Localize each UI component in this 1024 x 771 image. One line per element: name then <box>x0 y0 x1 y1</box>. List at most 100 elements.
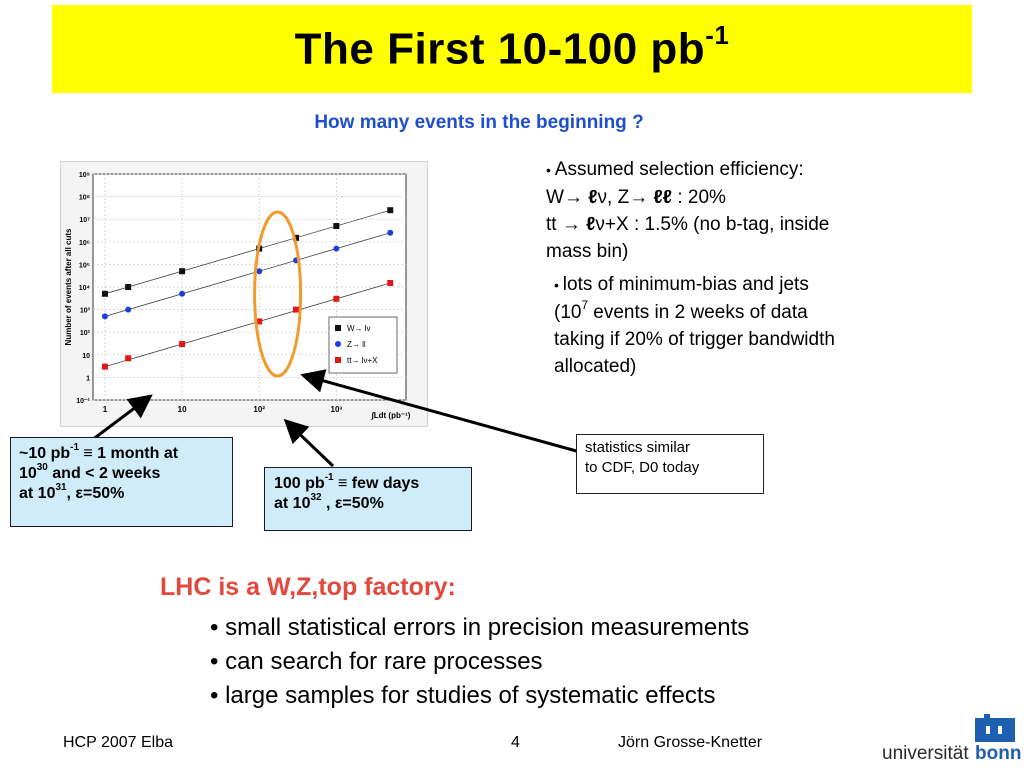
logo-text-a: universität <box>882 743 969 764</box>
title-text: The First 10-100 pb <box>294 24 706 74</box>
chart-legend: W→ lν Z→ ll tt→ lν+X <box>328 316 398 374</box>
callout-10pb-l2b: and < 2 weeks <box>47 465 161 482</box>
callout-10pb: ~10 pb-1 ≡ 1 month at 1030 and < 2 weeks… <box>10 437 233 527</box>
chart-svg: 10⁻¹ 1 10 10² 10³ 10⁴ 10⁵ 10⁶ 10⁷ 10⁸ 10⁹ 1 10 10² 10³… <box>61 162 427 426</box>
callout-10pb-l1b: ≡ 1 month at <box>78 445 179 462</box>
bullet-minbias-line3: taking if 20% of trigger bandwidth <box>554 329 835 350</box>
fit-line <box>103 231 393 318</box>
data-point <box>125 306 132 313</box>
right-bullets: • Assumed selection efficiency: W→ ℓν, Z… <box>546 156 926 380</box>
callout-100pb-l2b: , ε=50% <box>321 495 384 512</box>
data-point <box>387 280 394 287</box>
title-banner: The First 10-100 pb-1 <box>52 5 972 93</box>
footer-author: Jörn Grosse-Knetter <box>618 734 763 751</box>
callout-10pb-l3b: , ε=50% <box>66 485 125 502</box>
callout-statistics-l2: to CDF, D0 today <box>585 459 700 476</box>
bullet-efficiency-tt: tt <box>546 214 557 235</box>
bullet-efficiency-z: , Z <box>607 187 630 208</box>
bullet-minbias-sup: 7 <box>581 298 589 312</box>
y-axis-label: Number of events after all cuts <box>64 228 73 345</box>
callout-100pb-sup2: 32 <box>310 491 322 503</box>
data-point <box>256 318 263 325</box>
legend-label: W→ lν <box>347 324 371 333</box>
footer-event: HCP 2007 Elba <box>63 734 173 751</box>
bullet-efficiency: • Assumed selection efficiency: W→ ℓν, Z… <box>546 156 926 265</box>
fit-line <box>103 209 393 295</box>
lhc-item-text: small statistical errors in precision me… <box>225 614 750 641</box>
arrow-left <box>91 394 153 442</box>
data-point <box>101 313 108 320</box>
y-tick-label: 10⁴ <box>79 285 91 292</box>
callout-100pb-sup1: -1 <box>324 471 334 483</box>
lhc-item: • small statistical errors in precision … <box>210 614 750 641</box>
bullet-efficiency-wz-eff: : 20% <box>672 187 726 208</box>
bullet-minbias: • lots of minimum-bias and jets (107 eve… <box>554 271 926 380</box>
bullet-minbias-line2a: (10 <box>554 302 582 323</box>
legend-marker <box>335 357 341 363</box>
data-point <box>387 207 394 214</box>
legend-marker <box>335 341 341 347</box>
y-tick-label: 1 <box>86 375 90 382</box>
lhc-heading: LHC is a W,Z,top factory: <box>160 573 456 601</box>
data-point <box>101 363 108 370</box>
fit-line <box>103 282 393 368</box>
bullet-minbias-line1: lots of minimum-bias and jets <box>562 274 809 295</box>
x-tick-label: 1 <box>103 405 108 414</box>
callout-10pb-l3a: at 10 <box>19 485 56 502</box>
legend-label: Z→ ll <box>347 340 366 349</box>
bullet-efficiency-line4: mass bin) <box>546 241 629 262</box>
bonn-logo-svg: universität bonn <box>882 712 1021 764</box>
y-tick-label: 10⁷ <box>79 217 90 224</box>
y-tick-label: 10⁹ <box>79 172 90 179</box>
callout-statistics-l1: statistics similar <box>585 439 691 456</box>
footer-page-number: 4 <box>511 734 520 751</box>
events-chart: 10⁻¹ 1 10 10² 10³ 10⁴ 10⁵ 10⁶ 10⁷ 10⁸ 10⁹ 1 10 10² 10³… <box>60 161 428 427</box>
lhc-item-text: large samples for studies of systematic … <box>225 682 716 709</box>
y-tick-label: 10⁸ <box>79 195 90 202</box>
x-axis-label: ∫Ldt (pb⁻¹) <box>371 411 411 420</box>
lhc-item: • large samples for studies of systemati… <box>210 682 716 709</box>
data-point <box>179 341 186 348</box>
legend-marker <box>335 325 341 331</box>
x-tick-label: 10 <box>178 405 187 414</box>
callout-100pb-l1a: 100 pb <box>274 475 325 492</box>
y-tick-label: 10² <box>80 330 91 337</box>
callout-10pb-sup2: 30 <box>36 461 48 473</box>
callout-10pb-l2a: 10 <box>19 465 37 482</box>
lhc-list: • small statistical errors in precision … <box>210 611 749 713</box>
callout-100pb: 100 pb-1 ≡ few days at 1032 , ε=50% <box>264 467 472 531</box>
highlight-ellipse <box>253 210 303 378</box>
data-point <box>179 268 186 275</box>
data-point <box>256 268 263 275</box>
y-tick-label: 10⁶ <box>79 240 90 247</box>
arrow-stat <box>300 369 581 454</box>
lhc-item-text: can search for rare processes <box>225 648 543 675</box>
y-tick-label: 10⁻¹ <box>76 398 90 405</box>
lhc-item: • can search for rare processes <box>210 648 543 675</box>
bullet-efficiency-w: W <box>546 187 564 208</box>
bullet-minbias-line4: allocated) <box>554 356 637 377</box>
callout-statistics: statistics similar to CDF, D0 today <box>576 434 764 494</box>
callout-10pb-l1a: ~10 pb <box>19 445 71 462</box>
callout-100pb-l2a: at 10 <box>274 495 311 512</box>
data-point <box>101 290 108 297</box>
data-point <box>125 284 132 290</box>
data-point <box>125 355 132 362</box>
data-point <box>333 223 340 230</box>
legend-label: tt→ lν+X <box>347 356 378 365</box>
bullet-efficiency-tt-eff: +X : 1.5% (no b-tag, inside <box>604 214 830 235</box>
bullet-minbias-line2b: events in 2 weeks of data <box>588 302 808 323</box>
x-tick-label: 10² <box>253 405 265 414</box>
slide-title: The First 10-100 pb-1 <box>294 20 730 75</box>
data-point <box>293 306 300 313</box>
y-tick-label: 10⁵ <box>79 262 90 269</box>
data-point <box>293 234 300 241</box>
university-logo: universität bonn <box>882 712 1022 766</box>
data-point <box>333 245 340 252</box>
callout-10pb-sup1: -1 <box>70 441 79 453</box>
y-tick-label: 10³ <box>80 308 91 315</box>
callout-10pb-sup3: 31 <box>55 481 67 493</box>
bullet-efficiency-line1: Assumed selection efficiency: <box>554 159 804 180</box>
data-point <box>179 290 186 297</box>
